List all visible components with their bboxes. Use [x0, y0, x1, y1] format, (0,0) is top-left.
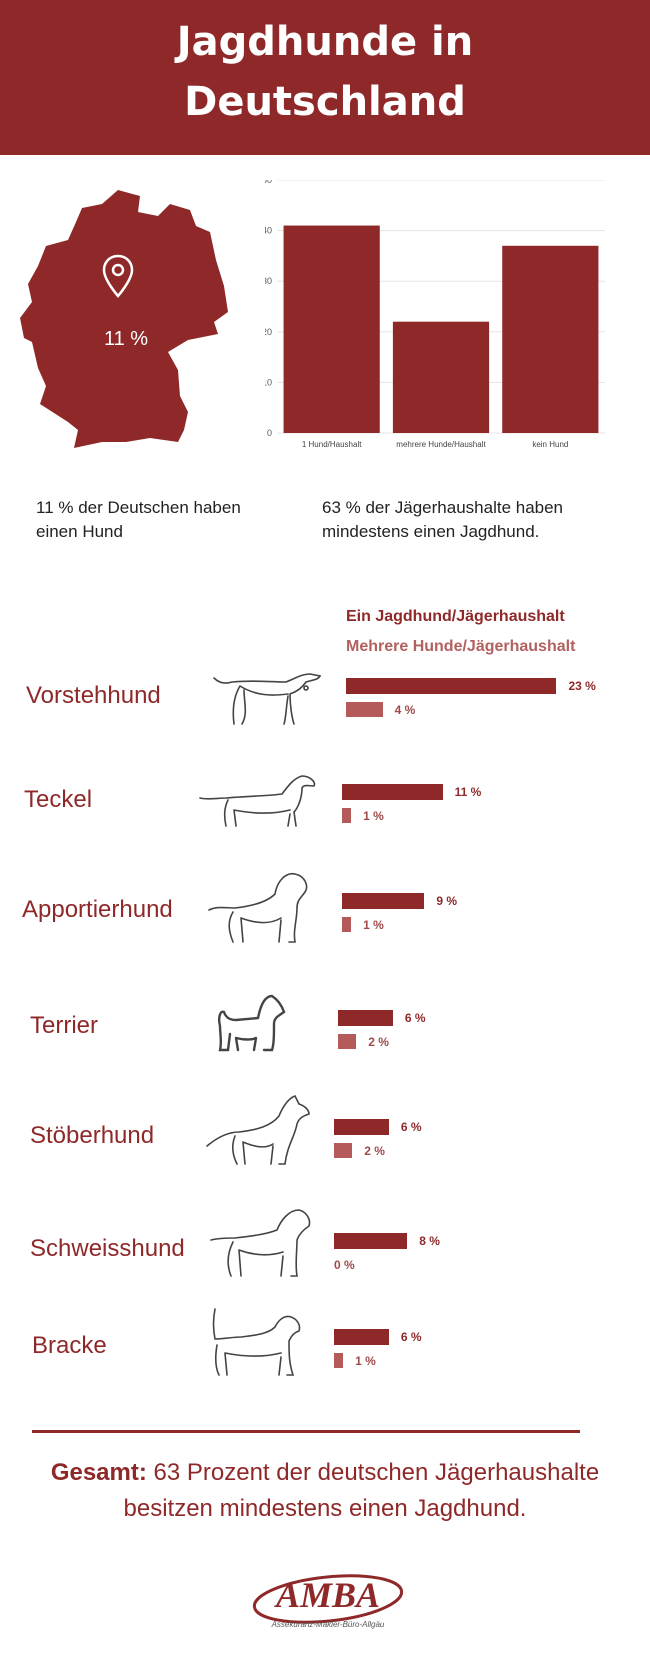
beagle-icon: [212, 1308, 301, 1376]
total-summary: Gesamt: 63 Prozent der deutschen Jägerha…: [40, 1455, 610, 1527]
breed-bar-single: [334, 1329, 389, 1345]
germany-map: [20, 190, 228, 448]
map-value: 11 %: [103, 328, 149, 350]
breed-label-schweisshund: Schweisshund: [30, 1235, 185, 1262]
breed-bar-label: 1 %: [355, 1354, 376, 1368]
header-banner: Jagdhunde in Deutschland: [0, 0, 650, 155]
x-tick-label: kein Hund: [532, 440, 568, 449]
breed-bar-label: 2 %: [364, 1144, 385, 1158]
breed-bar-label: 9 %: [436, 894, 458, 908]
legend-series-1: Ein Jagdhund/Jägerhaushalt: [346, 608, 565, 625]
page-title: Jagdhunde in Deutschland: [0, 12, 650, 132]
breed-bar-multiple: [342, 917, 352, 932]
breed-label-teckel: Teckel: [24, 786, 93, 813]
y-tick-label: 20: [265, 327, 272, 337]
y-tick-label: 40: [265, 226, 272, 236]
breed-bar-single: [342, 784, 443, 800]
breed-bar-label: 4 %: [394, 703, 416, 717]
breed-bar-label: 6 %: [400, 1330, 422, 1344]
pointer-dog-icon: [213, 673, 322, 725]
divider-line: [32, 1430, 580, 1433]
location-pin-icon: [102, 254, 134, 298]
y-tick-label: 0: [267, 428, 272, 438]
breed-bar-label: 8 %: [419, 1234, 440, 1248]
total-text: 63 Prozent der deutschen Jägerhaushalte …: [123, 1459, 600, 1522]
breed-bar-single: [346, 678, 557, 694]
amba-logo: AMBA Assekuranz-Makler-Büro-Allgäu: [252, 1574, 404, 1629]
breed-bar-label: 2 %: [368, 1035, 389, 1049]
breed-bar-single: [334, 1233, 408, 1249]
dachshund-icon: [199, 775, 316, 827]
y-tick-label: 30: [265, 276, 272, 286]
breed-label-stoeberhund: Stöberhund: [30, 1122, 155, 1149]
terrier-icon: [218, 994, 286, 1052]
breed-bar-label: 11 %: [454, 785, 482, 799]
y-tick-label: 10: [265, 377, 272, 387]
breed-label-terrier: Terrier: [30, 1012, 99, 1039]
breed-bar-multiple: [334, 1353, 344, 1368]
breed-bar-label: 0 %: [334, 1258, 355, 1272]
breed-bar-single: [334, 1119, 389, 1135]
spaniel-icon: [206, 1095, 310, 1165]
svg-text:AMBA: AMBA: [274, 1575, 380, 1615]
breed-bar-single: [338, 1010, 393, 1026]
breed-bar-single: [342, 893, 425, 909]
household-bar-chart: 0 10 20 30 40 50 1 Hund/Haushalt mehrere Hunde/…: [265, 180, 605, 449]
breed-label-bracke: Bracke: [32, 1332, 107, 1359]
bloodhound-icon: [210, 1209, 311, 1277]
retriever-icon: [208, 872, 308, 943]
breed-bar-multiple: [346, 702, 383, 717]
breed-label-vorstehhund: Vorstehhund: [26, 682, 161, 709]
breed-bar-label: 6 %: [404, 1011, 426, 1025]
breed-bar-label: 6 %: [400, 1120, 422, 1134]
breed-bar-multiple: [334, 1143, 353, 1158]
y-tick-label: 50: [265, 180, 272, 185]
caption-right: 63 % der Jägerhaushalte haben mindestens…: [322, 498, 564, 541]
breed-bar-label: 1 %: [363, 809, 384, 823]
x-tick-label: 1 Hund/Haushalt: [302, 440, 362, 449]
bar-0: [283, 225, 380, 433]
bar-2: [502, 245, 599, 433]
title-line-2: Deutschland: [184, 79, 466, 125]
legend-series-2: Mehrere Hunde/Jägerhaushalt: [346, 638, 576, 655]
breed-bar-multiple: [338, 1034, 357, 1049]
breed-bar-label: 1 %: [363, 918, 384, 932]
caption-left: 11 % der Deutschen haben einen Hund: [36, 498, 241, 541]
x-tick-label: mehrere Hunde/Haushalt: [396, 440, 486, 449]
breed-bar-label: 23 %: [568, 679, 596, 693]
title-line-1: Jagdhunde in: [176, 19, 474, 65]
total-label: Gesamt:: [50, 1459, 147, 1486]
breed-label-apportierhund: Apportierhund: [22, 896, 173, 923]
breed-bar-multiple: [342, 808, 352, 823]
bar-1: [392, 321, 490, 433]
svg-text:Assekuranz-Makler-Büro-Allgäu: Assekuranz-Makler-Büro-Allgäu: [271, 1620, 385, 1629]
